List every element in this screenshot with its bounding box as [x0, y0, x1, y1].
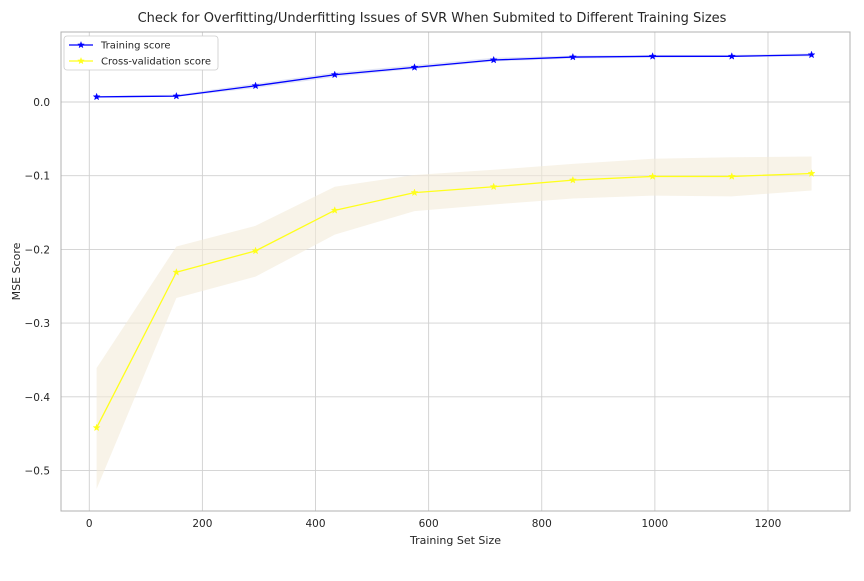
legend-box	[63, 35, 219, 71]
data-point-cross-validation	[410, 188, 419, 197]
y-axis-ticks: 0.0 −0.1 −0.2 −0.3 −0.4 −0.5	[25, 97, 51, 477]
data-point-training	[251, 81, 260, 90]
data-point-training	[807, 50, 816, 59]
data-point-training	[172, 91, 181, 100]
y-tick-label: −0.5	[25, 465, 51, 477]
x-axis-label: Training Set Size	[409, 534, 501, 547]
data-point-cross-validation	[568, 175, 577, 184]
legend: Training score Cross-validation score	[63, 35, 219, 71]
data-point-training	[727, 52, 736, 60]
plot-frame	[60, 31, 851, 512]
data-point-cross-validation	[172, 268, 181, 276]
x-tick-label: 400	[305, 518, 325, 530]
y-tick-label: −0.4	[25, 392, 51, 404]
y-axis-label: MSE Score	[10, 242, 23, 300]
y-tick-label: −0.1	[25, 171, 51, 183]
data-point-training	[489, 55, 498, 64]
legend-label-training: Training score	[100, 41, 171, 52]
y-tick-label: −0.3	[25, 318, 51, 330]
data-point-cross-validation	[251, 246, 260, 255]
confidence-band-cross-validation	[96, 156, 812, 489]
x-tick-label: 800	[532, 518, 552, 530]
series-markers	[92, 50, 816, 432]
data-point-cross-validation	[92, 423, 101, 432]
data-point-cross-validation	[648, 172, 657, 180]
legend-label-cross-validation: Cross-validation score	[101, 57, 211, 68]
data-point-training	[568, 52, 577, 61]
x-tick-label: 1000	[642, 518, 669, 530]
series-lines	[96, 54, 812, 429]
data-point-cross-validation	[330, 206, 339, 214]
legend-marker-training	[77, 41, 85, 49]
x-axis-ticks: 0 200 400 600 800 1000 1200	[86, 518, 781, 530]
data-point-training	[92, 92, 101, 101]
data-point-training	[330, 70, 339, 79]
data-point-cross-validation	[727, 172, 736, 180]
legend-marker-cross-validation	[77, 57, 85, 65]
data-point-training	[410, 63, 419, 71]
x-tick-label: 0	[86, 518, 93, 530]
chart-title: Check for Overfitting/Underfitting Issue…	[138, 11, 727, 26]
data-point-cross-validation	[807, 169, 816, 177]
data-point-cross-validation	[489, 182, 498, 191]
confidence-bands	[96, 53, 812, 489]
y-tick-label: −0.2	[25, 244, 51, 256]
x-tick-label: 600	[419, 518, 439, 530]
y-tick-label: 0.0	[33, 97, 50, 109]
confidence-band-training	[96, 53, 812, 98]
series-line-training	[96, 54, 812, 98]
x-tick-label: 200	[192, 518, 212, 530]
x-tick-label: 1200	[755, 518, 782, 530]
data-point-training	[648, 52, 657, 60]
series-line-cross-validation	[96, 172, 812, 429]
